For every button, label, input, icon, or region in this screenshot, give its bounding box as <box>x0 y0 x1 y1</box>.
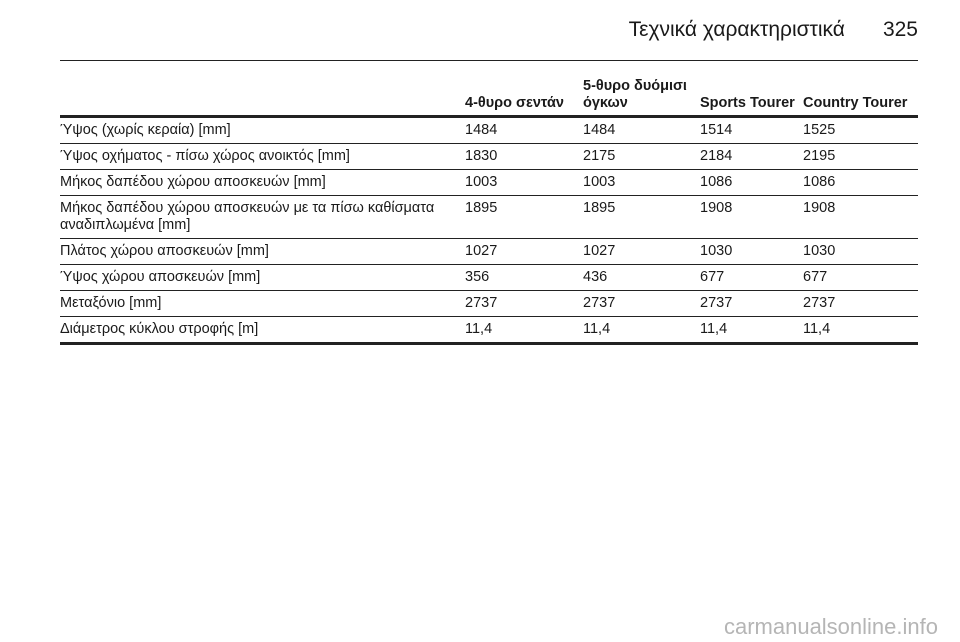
cell: 2737 <box>465 290 583 317</box>
specs-table: 4-θυρο σεντάν 5-θυρο δυόμισι όγκων Sports … <box>60 78 918 345</box>
row-label: Μήκος δαπέδου χώρου αποσκευών [mm] <box>60 169 465 196</box>
cell: 1895 <box>583 195 700 239</box>
cell: 1484 <box>583 116 700 144</box>
cell: 1086 <box>700 169 803 196</box>
cell: 1003 <box>583 169 700 196</box>
cell: 1030 <box>700 238 803 265</box>
cell: 2737 <box>803 290 918 317</box>
table-row: Ύψος χώρου αποσκευών [mm] 356 436 677 677 <box>60 264 918 291</box>
cell: 1908 <box>803 195 918 239</box>
header-title: Τεχνικά χαρακτηριστικά <box>628 18 845 41</box>
cell: 11,4 <box>803 316 918 345</box>
row-label: Μήκος δαπέδου χώρου αποσκευών με τα πίσω… <box>60 195 465 239</box>
cell: 1027 <box>583 238 700 265</box>
page-header: Τεχνικά χαρακτηριστικά 325 <box>629 18 918 42</box>
cell: 11,4 <box>465 316 583 345</box>
cell: 1908 <box>700 195 803 239</box>
column-header: 4-θυρο σεντάν <box>465 78 583 118</box>
page-number: 325 <box>882 18 918 41</box>
table-row: Μεταξόνιο [mm] 2737 2737 2737 2737 <box>60 290 918 317</box>
cell: 1484 <box>465 116 583 144</box>
column-header: 5-θυρο δυόμισι όγκων <box>583 78 700 118</box>
header-row: 4-θυρο σεντάν 5-θυρο δυόμισι όγκων Sports … <box>60 78 918 118</box>
table-body: Ύψος (χωρίς κεραία) [mm] 1484 1484 1514 1525… <box>60 116 918 345</box>
cell: 2195 <box>803 143 918 170</box>
cell: 1830 <box>465 143 583 170</box>
cell: 1030 <box>803 238 918 265</box>
header-rule <box>60 60 918 61</box>
cell: 356 <box>465 264 583 291</box>
row-label: Ύψος (χωρίς κεραία) [mm] <box>60 116 465 144</box>
row-label: Πλάτος χώρου αποσκευών [mm] <box>60 238 465 265</box>
cell: 1003 <box>465 169 583 196</box>
cell: 2175 <box>583 143 700 170</box>
row-label: Μεταξόνιο [mm] <box>60 290 465 317</box>
column-header: Sports Tourer <box>700 78 803 118</box>
table-row: Ύψος (χωρίς κεραία) [mm] 1484 1484 1514 1525 <box>60 116 918 144</box>
table-row: Ύψος οχήματος - πίσω χώρος ανοικτός [mm]… <box>60 143 918 170</box>
cell: 1027 <box>465 238 583 265</box>
table-row: Μήκος δαπέδου χώρου αποσκευών [mm] 1003 10… <box>60 169 918 196</box>
row-label: Ύψος οχήματος - πίσω χώρος ανοικτός [mm] <box>60 143 465 170</box>
cell: 1086 <box>803 169 918 196</box>
table-row: Μήκος δαπέδου χώρου αποσκευών με τα πίσω… <box>60 195 918 239</box>
table-head: 4-θυρο σεντάν 5-θυρο δυόμισι όγκων Sports … <box>60 78 918 118</box>
watermark: carmanualsonline.info <box>723 614 938 639</box>
cell: 677 <box>700 264 803 291</box>
table-row: Πλάτος χώρου αποσκευών [mm] 1027 1027 1030 1… <box>60 238 918 265</box>
cell: 1514 <box>700 116 803 144</box>
row-label: Ύψος χώρου αποσκευών [mm] <box>60 264 465 291</box>
column-header: Country Tourer <box>803 78 918 118</box>
cell: 436 <box>583 264 700 291</box>
column-header <box>60 78 465 118</box>
cell: 2737 <box>583 290 700 317</box>
row-label: Διάμετρος κύκλου στροφής [m] <box>60 316 465 345</box>
cell: 11,4 <box>700 316 803 345</box>
cell: 2737 <box>700 290 803 317</box>
cell: 2184 <box>700 143 803 170</box>
table-row: Διάμετρος κύκλου στροφής [m] 11,4 11,4 11,4… <box>60 316 918 345</box>
cell: 677 <box>803 264 918 291</box>
cell: 11,4 <box>583 316 700 345</box>
cell: 1525 <box>803 116 918 144</box>
cell: 1895 <box>465 195 583 239</box>
